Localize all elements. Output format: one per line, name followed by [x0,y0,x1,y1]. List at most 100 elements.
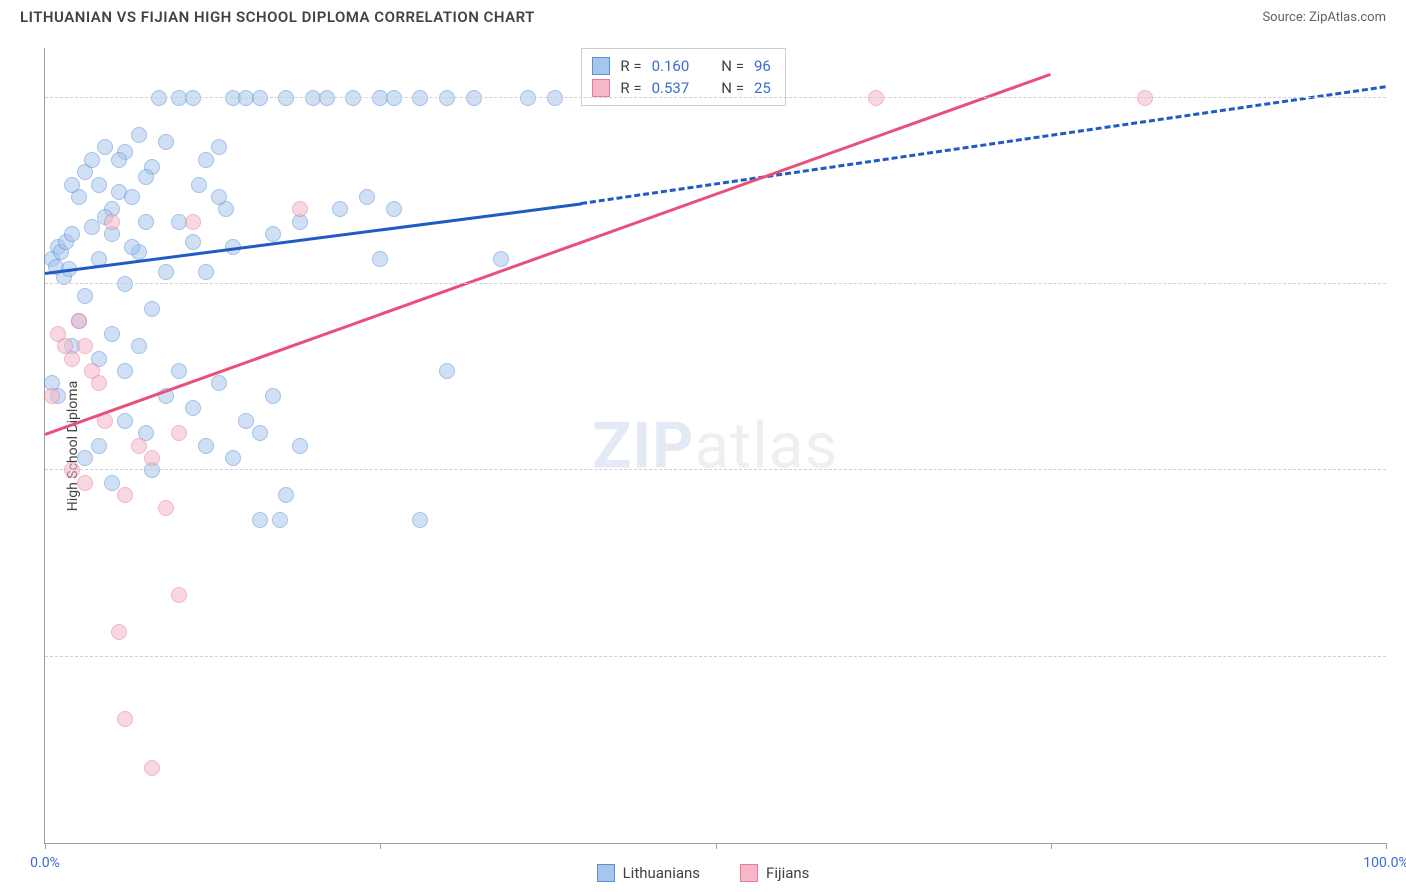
data-point [117,363,133,379]
legend-swatch [740,864,758,882]
data-point [104,326,120,342]
data-point [211,189,227,205]
data-point [493,251,509,267]
x-tick [45,843,46,849]
data-point [64,462,80,478]
data-point [547,90,563,106]
y-tick-label: 85.0% [1396,462,1406,478]
series-name: Fijians [766,864,809,882]
data-point [332,201,348,217]
data-point [158,500,174,516]
chart-header: LITHUANIAN VS FIJIAN HIGH SCHOOL DIPLOMA… [0,0,1406,30]
data-point [117,711,133,727]
data-point [77,475,93,491]
data-point [84,152,100,168]
data-point [198,438,214,454]
y-tick-label: 100.0% [1396,90,1406,106]
data-point [372,251,388,267]
x-tick [716,843,717,849]
data-point [185,214,201,230]
data-point [265,388,281,404]
legend-swatch [597,864,615,882]
data-point [198,152,214,168]
gridline [45,656,1386,657]
data-point [131,438,147,454]
data-point [211,139,227,155]
data-point [319,90,335,106]
data-point [265,226,281,242]
plot-layer [45,48,1386,843]
data-point [124,189,140,205]
data-point [111,152,127,168]
data-point [412,512,428,528]
data-point [64,351,80,367]
n-label: N = [721,79,744,97]
data-point [131,338,147,354]
source-link[interactable]: ZipAtlas.com [1309,10,1386,25]
x-tick [1386,843,1387,849]
data-point [191,177,207,193]
data-point [91,438,107,454]
r-value: 0.537 [652,79,690,97]
x-tick [380,843,381,849]
data-point [412,90,428,106]
data-point [158,134,174,150]
data-point [77,288,93,304]
data-point [144,301,160,317]
source-attribution: Source: ZipAtlas.com [1262,10,1386,25]
data-point [91,375,107,391]
source-label: Source: [1262,10,1305,25]
data-point [97,139,113,155]
data-point [104,214,120,230]
data-point [292,438,308,454]
legend-swatch [592,57,610,75]
data-point [198,264,214,280]
data-point [359,189,375,205]
data-point [278,487,294,503]
data-point [144,760,160,776]
r-value: 0.160 [652,57,690,75]
n-value: 25 [754,79,771,97]
data-point [77,450,93,466]
data-point [151,90,167,106]
series-legend-item: Lithuanians [597,864,700,882]
data-point [238,413,254,429]
data-point [868,90,884,106]
data-point [131,127,147,143]
data-point [439,363,455,379]
data-point [185,90,201,106]
data-point [64,226,80,242]
data-point [104,475,120,491]
data-point [386,201,402,217]
data-point [117,276,133,292]
series-name: Lithuanians [623,864,700,882]
y-tick-label: 92.5% [1396,276,1406,292]
data-point [439,90,455,106]
data-point [278,90,294,106]
data-point [466,90,482,106]
data-point [158,264,174,280]
data-point [292,201,308,217]
r-label: R = [620,57,641,75]
data-point [138,169,154,185]
data-point [144,450,160,466]
data-point [91,177,107,193]
chart-area: ZIPatlas R =0.160N =96R =0.537N =25 77.5… [44,48,1386,844]
data-point [225,450,241,466]
legend-swatch [592,79,610,97]
series-legend: Lithuanians Fijians [0,864,1406,882]
legend-row: R = 0.537 N = 25 [592,77,770,99]
gridline [45,97,1386,98]
data-point [84,219,100,235]
data-point [211,375,227,391]
gridline [45,283,1386,284]
legend-row: R =0.160N =96 [592,55,770,77]
x-tick [1051,843,1052,849]
data-point [272,512,288,528]
data-point [520,90,536,106]
data-point [111,624,127,640]
r-label: R = [620,79,641,97]
data-point [345,90,361,106]
data-point [1137,90,1153,106]
data-point [77,338,93,354]
